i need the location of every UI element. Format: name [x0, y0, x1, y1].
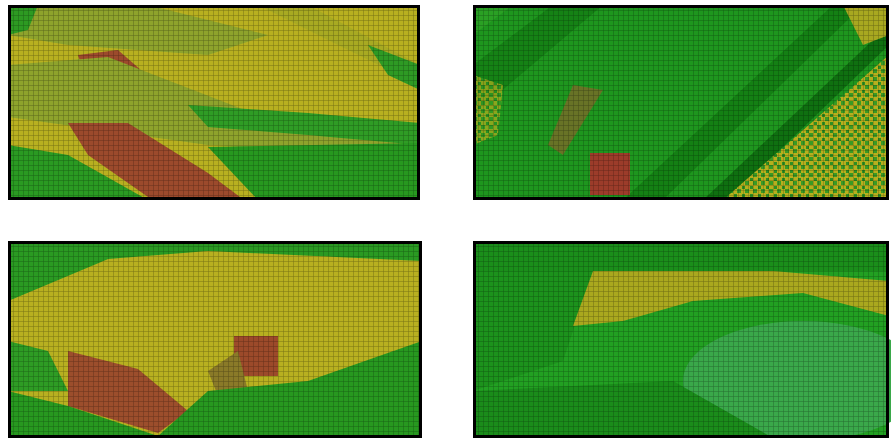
region — [8, 241, 422, 438]
panel-top-right — [473, 5, 889, 200]
panel-top-left — [8, 5, 420, 200]
region — [473, 5, 889, 200]
panel-bottom-right — [473, 241, 891, 438]
panel-bottom-left — [8, 241, 422, 438]
region — [473, 241, 889, 438]
region — [8, 5, 420, 200]
image-grid — [0, 0, 891, 438]
page: (() => { const data = JSON.parse(documen… — [0, 0, 891, 438]
